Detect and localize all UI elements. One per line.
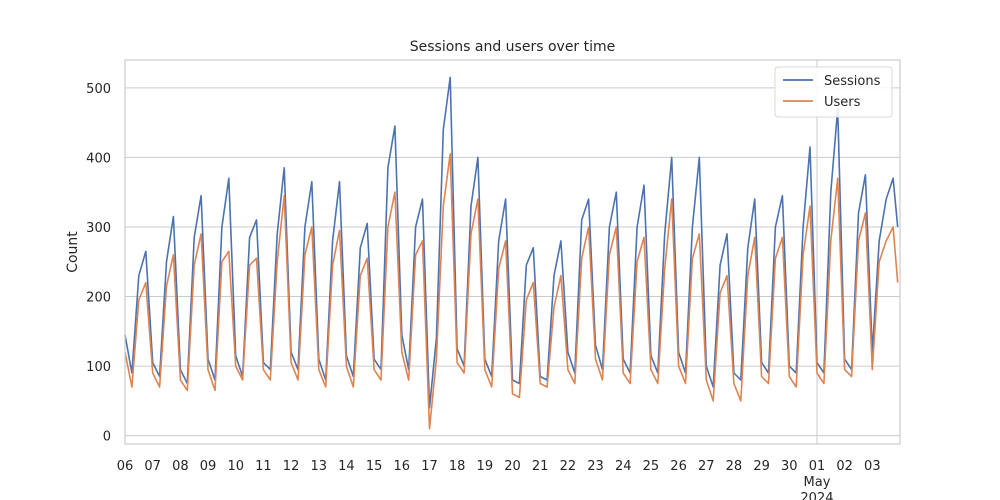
x-axis: 06 07 08 09 10 11 12 13 14 15 16 17 18 19 20 21 22 23 24 25… (117, 459, 881, 500)
x-tick-label: 18 (449, 459, 466, 474)
x-tick-label: 21 (532, 459, 549, 474)
x-tick-label: 19 (477, 459, 494, 474)
x-tick-label: 23 (587, 459, 604, 474)
x-tick-label: 10 (227, 459, 244, 474)
x-tick-label: 03 (864, 459, 881, 474)
x-tick-label: 16 (394, 459, 411, 474)
x-tick-label: 07 (144, 459, 161, 474)
x-tick-label: 15 (366, 459, 383, 474)
y-axis: 0 100 200 300 400 500 (86, 82, 111, 445)
x-tick-label: 20 (504, 459, 521, 474)
y-tick-label: 400 (86, 151, 111, 166)
y-axis-label: Count (65, 231, 81, 273)
y-tick-label: 300 (86, 221, 111, 236)
legend-label-sessions: Sessions (824, 74, 881, 89)
legend-label-users: Users (824, 95, 861, 110)
chart-title: Sessions and users over time (410, 39, 616, 55)
x-tick-label: 14 (338, 459, 355, 474)
series-lines (124, 76, 899, 430)
plot-area-frame (124, 59, 901, 445)
x-tick-label: 17 (421, 459, 438, 474)
y-tick-label: 0 (103, 430, 111, 445)
x-tick-label: 27 (698, 459, 715, 474)
x-tick-label: 12 (283, 459, 300, 474)
x-tick-label: 30 (781, 459, 798, 474)
x-tick-label: 22 (560, 459, 577, 474)
x-tick-label: 08 (172, 459, 189, 474)
x-tick-label: 26 (670, 459, 687, 474)
x-tick-sublabel: 2024 (800, 491, 833, 500)
x-tick-label: 09 (200, 459, 217, 474)
x-tick-label: 25 (643, 459, 660, 474)
x-tick-sublabel: May (804, 475, 831, 490)
x-tick-label: 29 (753, 459, 770, 474)
series-line-users (124, 153, 899, 430)
legend: Sessions Users (774, 66, 893, 118)
x-tick-label: 24 (615, 459, 632, 474)
y-tick-label: 200 (86, 291, 111, 306)
x-tick-label: 11 (255, 459, 272, 474)
x-tick-label: 13 (310, 459, 327, 474)
x-tick-label: 02 (836, 459, 853, 474)
x-tick-label: 06 (117, 459, 134, 474)
y-tick-label: 100 (86, 360, 111, 375)
x-tick-label: 01 (809, 459, 826, 474)
y-tick-label: 500 (86, 82, 111, 97)
x-tick-label: 28 (726, 459, 743, 474)
